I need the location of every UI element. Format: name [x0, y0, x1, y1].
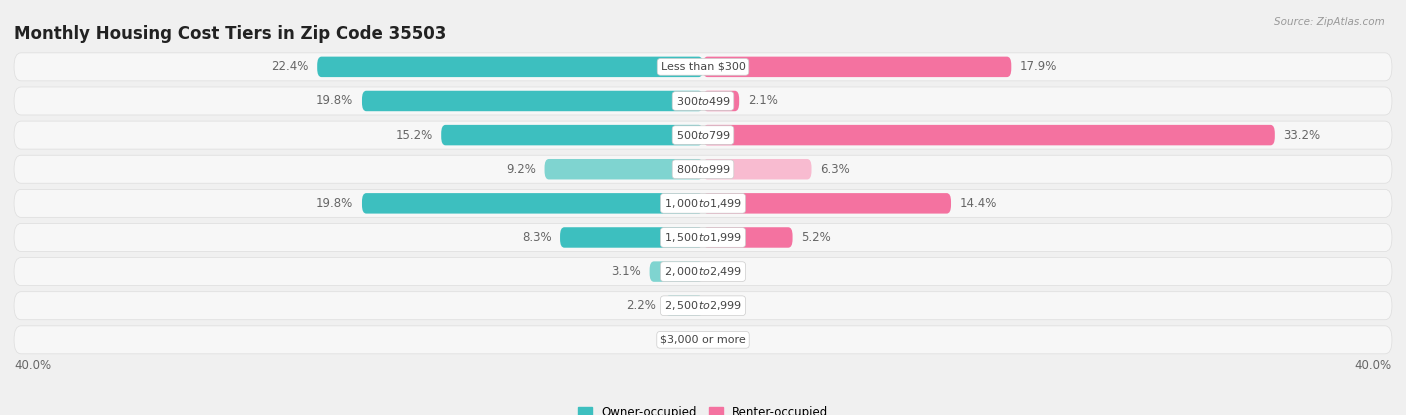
Text: 15.2%: 15.2%: [395, 129, 433, 142]
Text: 3.1%: 3.1%: [612, 265, 641, 278]
FancyBboxPatch shape: [14, 189, 1392, 217]
Text: 0.0%: 0.0%: [711, 333, 741, 347]
Text: 6.3%: 6.3%: [820, 163, 849, 176]
FancyBboxPatch shape: [14, 326, 1392, 354]
FancyBboxPatch shape: [703, 91, 740, 111]
Text: $1,000 to $1,499: $1,000 to $1,499: [664, 197, 742, 210]
Text: $1,500 to $1,999: $1,500 to $1,999: [664, 231, 742, 244]
Legend: Owner-occupied, Renter-occupied: Owner-occupied, Renter-occupied: [578, 405, 828, 415]
Text: 0.0%: 0.0%: [711, 265, 741, 278]
FancyBboxPatch shape: [14, 292, 1392, 320]
FancyBboxPatch shape: [560, 227, 703, 248]
Text: $2,000 to $2,499: $2,000 to $2,499: [664, 265, 742, 278]
Text: $2,500 to $2,999: $2,500 to $2,999: [664, 299, 742, 312]
Text: Monthly Housing Cost Tiers in Zip Code 35503: Monthly Housing Cost Tiers in Zip Code 3…: [14, 24, 447, 43]
Text: 19.8%: 19.8%: [316, 95, 353, 107]
FancyBboxPatch shape: [650, 261, 703, 282]
FancyBboxPatch shape: [703, 193, 950, 214]
Text: 14.4%: 14.4%: [960, 197, 997, 210]
Text: 0.0%: 0.0%: [711, 299, 741, 312]
FancyBboxPatch shape: [318, 56, 703, 77]
Text: Less than $300: Less than $300: [661, 62, 745, 72]
FancyBboxPatch shape: [14, 121, 1392, 149]
Text: 17.9%: 17.9%: [1019, 60, 1057, 73]
Text: 40.0%: 40.0%: [14, 359, 51, 371]
Text: 2.1%: 2.1%: [748, 95, 778, 107]
Text: 33.2%: 33.2%: [1284, 129, 1320, 142]
FancyBboxPatch shape: [14, 258, 1392, 286]
FancyBboxPatch shape: [703, 56, 1011, 77]
FancyBboxPatch shape: [361, 91, 703, 111]
FancyBboxPatch shape: [14, 224, 1392, 251]
Text: 9.2%: 9.2%: [506, 163, 536, 176]
Text: $3,000 or more: $3,000 or more: [661, 335, 745, 345]
FancyBboxPatch shape: [14, 87, 1392, 115]
FancyBboxPatch shape: [14, 53, 1392, 81]
Text: 8.3%: 8.3%: [522, 231, 551, 244]
Text: 22.4%: 22.4%: [271, 60, 308, 73]
Text: 5.2%: 5.2%: [801, 231, 831, 244]
FancyBboxPatch shape: [703, 159, 811, 179]
Text: 0.0%: 0.0%: [665, 333, 695, 347]
Text: 40.0%: 40.0%: [1355, 359, 1392, 371]
FancyBboxPatch shape: [544, 159, 703, 179]
Text: $500 to $799: $500 to $799: [675, 129, 731, 141]
FancyBboxPatch shape: [361, 193, 703, 214]
Text: 2.2%: 2.2%: [627, 299, 657, 312]
FancyBboxPatch shape: [703, 227, 793, 248]
Text: $300 to $499: $300 to $499: [675, 95, 731, 107]
Text: Source: ZipAtlas.com: Source: ZipAtlas.com: [1274, 17, 1385, 27]
FancyBboxPatch shape: [14, 155, 1392, 183]
FancyBboxPatch shape: [703, 125, 1275, 145]
Text: 19.8%: 19.8%: [316, 197, 353, 210]
FancyBboxPatch shape: [441, 125, 703, 145]
FancyBboxPatch shape: [665, 295, 703, 316]
Text: $800 to $999: $800 to $999: [675, 163, 731, 175]
